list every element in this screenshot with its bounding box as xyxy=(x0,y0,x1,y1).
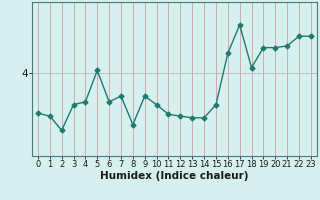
X-axis label: Humidex (Indice chaleur): Humidex (Indice chaleur) xyxy=(100,171,249,181)
